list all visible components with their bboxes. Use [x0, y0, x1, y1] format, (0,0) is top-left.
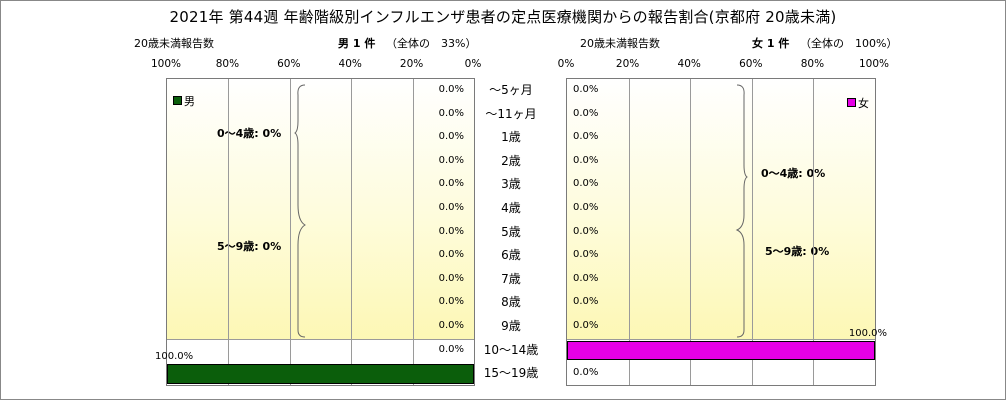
male-tick-label: 80% — [215, 58, 240, 70]
female-bar — [567, 340, 875, 361]
male-gridline — [412, 79, 414, 385]
female-legend: 女 — [847, 95, 869, 111]
male-axis-caption: 20歳未満報告数 — [134, 37, 214, 50]
male-data-label: 0.0% — [438, 84, 464, 95]
category-label: ～5ヶ月 — [489, 83, 533, 97]
female-gridline — [751, 79, 753, 385]
female-data-label: 0.0% — [573, 272, 599, 284]
female-count-label: 女 1 件 — [752, 37, 790, 50]
male-legend-swatch — [173, 96, 182, 105]
chart-title: 2021年 第44週 年齢階級別インフルエンザ患者の定点医療機関からの報告割合(… — [169, 8, 837, 26]
female-data-label: 0.0% — [573, 84, 599, 95]
male-data-label: 0.0% — [438, 249, 464, 261]
male-data-label: 0.0% — [438, 225, 464, 237]
male-gridline — [351, 79, 353, 385]
female-share-label: （全体の 100%） — [800, 37, 898, 50]
female-data-label: 0.0% — [573, 178, 599, 190]
male-data-label: 0.0% — [438, 131, 464, 143]
male-count-label: 男 1 件 — [338, 37, 376, 50]
male-gridline — [228, 79, 230, 385]
category-label: 1歳 — [501, 130, 521, 145]
male-data-label: 0.0% — [438, 178, 464, 190]
female-tick-label: 0% — [557, 58, 575, 70]
male-gridline — [289, 79, 291, 385]
female-group-5-9: 5～9歳: 0% — [765, 245, 830, 258]
male-group-0-4: 0～4歳: 0% — [217, 127, 282, 140]
male-tick-label: 60% — [277, 58, 301, 70]
female-data-label: 0.0% — [573, 154, 599, 166]
female-data-label: 0.0% — [573, 296, 599, 308]
category-label: 7歳 — [501, 271, 521, 286]
male-data-label: 0.0% — [438, 154, 464, 166]
female-gridline — [690, 79, 692, 385]
female-gridline — [813, 79, 815, 385]
male-plot-area: 男 0～4歳: 0% 5～9歳: 0% 0.0% 0.0% 0.0% 0.0% 0.0%… — [155, 78, 475, 386]
female-data-label: 0.0% — [573, 367, 599, 379]
female-tick-label: 20% — [615, 58, 640, 70]
category-label: 3歳 — [501, 177, 521, 192]
female-legend-swatch — [847, 98, 856, 107]
female-data-label: 100.0% — [848, 327, 887, 339]
female-data-label: 0.0% — [573, 225, 599, 237]
female-plot-area: 女 0～4歳: 0% 5～9歳: 0% 0.0% 0.0% 0.0% 0.0% 0.0%… — [566, 78, 887, 386]
male-tick-label: 0% — [464, 58, 482, 70]
category-label: ～11ヶ月 — [485, 106, 537, 121]
female-data-label: 0.0% — [573, 320, 599, 331]
female-tick-label: 40% — [677, 58, 701, 70]
female-axis-caption: 20歳未満報告数 — [580, 37, 660, 50]
category-label: 6歳 — [501, 248, 521, 263]
male-tick-label: 100% — [150, 58, 182, 70]
category-label: 5歳 — [501, 224, 521, 239]
male-group-5-9: 5～9歳: 0% — [217, 240, 282, 253]
female-legend-label: 女 — [858, 97, 869, 110]
female-data-label: 0.0% — [573, 202, 599, 213]
female-separator — [567, 338, 875, 340]
female-tick-label: 100% — [858, 58, 890, 70]
male-bar — [167, 364, 474, 384]
male-separator — [167, 338, 474, 340]
female-tick-label: 60% — [739, 58, 763, 70]
male-data-label: 100.0% — [155, 351, 194, 363]
category-label: 2歳 — [501, 153, 521, 168]
male-share-label: （全体の 33%） — [386, 37, 477, 50]
male-tick-label: 20% — [399, 58, 424, 70]
male-data-label: 0.0% — [438, 296, 464, 308]
male-legend: 男 — [173, 93, 195, 109]
male-data-label: 0.0% — [438, 107, 464, 119]
female-data-label: 0.0% — [573, 249, 599, 261]
female-data-label: 0.0% — [573, 107, 599, 119]
category-label: 4歳 — [501, 201, 521, 215]
female-tick-label: 80% — [800, 58, 825, 70]
category-label: 8歳 — [501, 295, 521, 310]
category-label: 9歳 — [501, 319, 521, 333]
female-group-0-4: 0～4歳: 0% — [761, 167, 826, 180]
male-data-label: 0.0% — [438, 202, 464, 213]
female-data-label: 0.0% — [573, 131, 599, 143]
female-group-brace — [735, 84, 748, 338]
male-data-label: 0.0% — [438, 320, 464, 331]
male-legend-label: 男 — [184, 95, 195, 108]
male-data-label: 0.0% — [438, 343, 464, 355]
category-label: 15～19歳 — [483, 366, 539, 381]
male-data-label: 0.0% — [438, 272, 464, 284]
male-group-brace — [294, 84, 307, 338]
male-tick-label: 40% — [338, 58, 362, 70]
category-label: 10～14歳 — [483, 342, 539, 357]
female-gridline — [628, 79, 630, 385]
